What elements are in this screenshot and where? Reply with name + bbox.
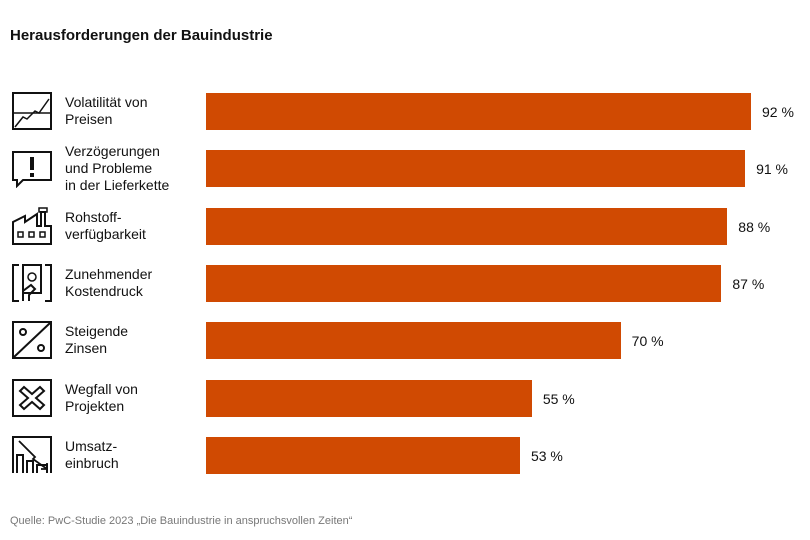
category-label: Rohstoff- verfügbarkeit [65,209,146,242]
value-label: 55 % [542,391,575,407]
bar [206,93,751,130]
money-hand-icon [12,264,52,302]
value-label: 70 % [631,333,664,349]
bar-row: Zunehmender Kostendruck 87 % [0,263,810,303]
chart-title: Herausforderungen der Bauindustrie [10,27,273,44]
bar [206,208,728,245]
category-label: Volatilität von Preisen [65,94,148,127]
bar-row: Umsatz- einbruch 53 % [0,435,810,475]
value-label: 53 % [530,448,563,464]
bar [206,265,722,302]
category-label: Umsatz- einbruch [65,438,119,471]
source-note: Quelle: PwC-Studie 2023 „Die Bauindustri… [10,515,353,527]
bar [206,437,520,474]
warning-speech-bubble-icon [12,151,52,188]
cross-icon [12,379,52,417]
value-label: 87 % [732,276,765,292]
category-label: Verzögerungen und Probleme in der Liefer… [65,142,170,193]
bar-row: Volatilität von Preisen 92 % [0,91,810,131]
value-label: 91 % [756,161,788,177]
bar-row: Wegfall von Projekten 55 % [0,378,810,418]
category-label: Zunehmender Kostendruck [65,266,153,299]
factory-icon [12,207,52,245]
category-label: Wegfall von Projekten [65,381,138,414]
price-chart-icon [12,92,52,130]
bar-row: Verzögerungen und Probleme in der Liefer… [0,143,810,193]
bar [206,150,746,187]
percent-icon [12,321,52,359]
value-label: 88 % [738,219,771,235]
category-label: Steigende Zinsen [65,323,129,356]
value-label: 92 % [762,104,794,120]
bar-row: Rohstoff- verfügbarkeit 88 % [0,206,810,246]
revenue-drop-icon [12,436,52,473]
bar [206,322,621,359]
bar [206,380,532,417]
bar-row: Steigende Zinsen 70 % [0,320,810,360]
